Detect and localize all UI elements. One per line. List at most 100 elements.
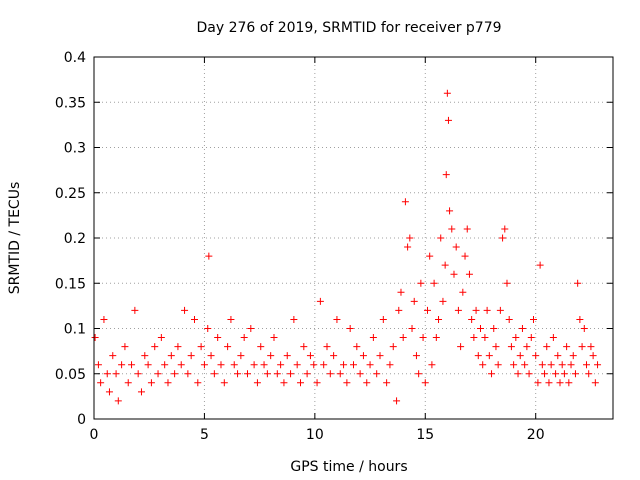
x-tick-label: 5 [200, 427, 209, 443]
data-point [397, 288, 405, 296]
data-point [330, 352, 338, 360]
data-point [454, 306, 462, 314]
data-point [470, 334, 478, 342]
data-point [421, 379, 429, 387]
data-point [131, 306, 139, 314]
data-point [353, 343, 361, 351]
data-point [591, 379, 599, 387]
data-point [207, 352, 215, 360]
data-point [404, 243, 412, 251]
y-tick-label: 0.05 [55, 367, 86, 383]
data-point [587, 343, 595, 351]
data-point [300, 343, 308, 351]
data-point [124, 379, 132, 387]
data-point [481, 334, 489, 342]
data-point [488, 370, 496, 378]
data-point [97, 379, 105, 387]
data-point [510, 361, 518, 369]
data-point [483, 306, 491, 314]
data-point [476, 325, 484, 332]
data-point [386, 361, 394, 369]
y-axis-label: SRMTID / TECUs [7, 182, 23, 295]
data-point [538, 361, 546, 369]
data-point [181, 306, 189, 314]
data-point [594, 361, 602, 369]
data-point [461, 252, 469, 260]
data-point [485, 352, 493, 360]
points-layer [91, 89, 602, 405]
data-point [578, 343, 586, 351]
data-point [267, 352, 275, 360]
data-point [549, 334, 557, 342]
data-point [200, 361, 208, 369]
data-point [128, 361, 136, 369]
data-point [100, 315, 108, 323]
data-point [428, 361, 436, 369]
x-axis-label: GPS time / hours [290, 459, 407, 475]
data-point [580, 325, 588, 332]
data-point [273, 370, 281, 378]
y-tick-label: 0.25 [55, 186, 86, 202]
data-point [571, 370, 579, 378]
data-point [410, 297, 418, 305]
data-point [376, 352, 384, 360]
data-point [514, 370, 522, 378]
data-point [194, 379, 202, 387]
data-point [346, 325, 354, 332]
data-point [177, 361, 185, 369]
y-tick-label: 0.35 [55, 95, 86, 111]
data-point [313, 379, 321, 387]
data-point [442, 171, 450, 179]
data-point [585, 370, 593, 378]
y-tick-label: 0.2 [64, 231, 86, 247]
data-point [472, 306, 480, 314]
data-point [393, 397, 401, 405]
data-point [161, 361, 169, 369]
data-point [501, 225, 509, 233]
data-point [547, 361, 555, 369]
data-point [439, 297, 447, 305]
data-point [401, 198, 409, 206]
data-point [243, 370, 251, 378]
data-point [109, 352, 117, 360]
data-point [505, 315, 513, 323]
data-point [432, 334, 440, 342]
data-point [459, 288, 467, 296]
data-point [287, 370, 295, 378]
data-point [446, 207, 454, 215]
data-point [399, 334, 407, 342]
data-point [567, 361, 575, 369]
data-point [435, 315, 443, 323]
data-point [512, 334, 520, 342]
data-point [366, 361, 374, 369]
data-point [443, 89, 451, 97]
data-point [205, 252, 213, 260]
data-point [326, 370, 334, 378]
data-point [171, 370, 179, 378]
data-point [499, 234, 507, 242]
data-point [320, 361, 328, 369]
data-point [105, 388, 113, 396]
data-point [270, 334, 278, 342]
data-point [518, 325, 526, 332]
data-point [563, 343, 571, 351]
data-point [430, 279, 438, 287]
data-point [227, 315, 235, 323]
data-point [560, 370, 568, 378]
data-point [474, 352, 482, 360]
data-point [323, 343, 331, 351]
data-point [383, 379, 391, 387]
data-point [217, 361, 225, 369]
data-point [224, 343, 232, 351]
data-point [230, 361, 238, 369]
data-point [412, 352, 420, 360]
data-point [532, 352, 540, 360]
data-point [444, 116, 452, 124]
y-tick-label: 0.3 [64, 141, 86, 157]
data-point [543, 343, 551, 351]
chart-title: Day 276 of 2019, SRMTID for receiver p77… [196, 20, 501, 36]
data-point [184, 370, 192, 378]
data-point [260, 361, 268, 369]
ticks-layer: 0 0.05 0.1 0.15 0.2 0.25 0.3 0.35 0.4 0 5 10 15 20 [55, 50, 613, 443]
